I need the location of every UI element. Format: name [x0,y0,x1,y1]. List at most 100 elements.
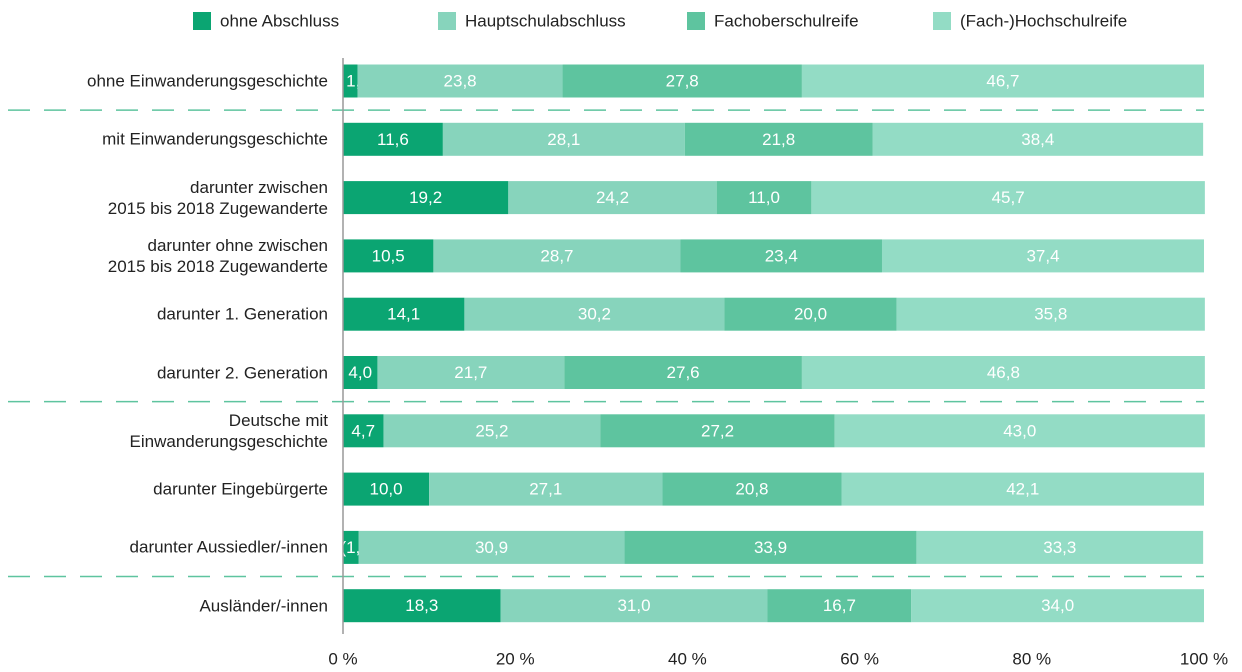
category-label: darunter Aussiedler/-innen [129,537,328,557]
x-tick-label: 0 % [328,649,357,668]
bar-segment [662,472,842,506]
x-tick-label: 60 % [840,649,879,668]
value-label: 28,7 [540,246,573,265]
category-label: darunter 1. Generation [156,304,328,324]
category-label: Ausländer/-innen [199,596,328,616]
value-label: 30,2 [578,305,611,324]
value-label: 10,0 [370,480,403,499]
value-label: 27,6 [667,363,700,382]
x-tick-label: 100 % [1180,649,1228,668]
value-label: 33,3 [1043,538,1076,557]
bar-segment [508,181,717,215]
bar-segment [357,64,563,98]
value-label: 35,8 [1034,305,1067,324]
value-label: 11,6 [377,130,409,149]
bar-segment [834,414,1205,448]
value-label: 20,8 [735,480,768,499]
value-label: 23,8 [444,71,477,90]
bar-segment [600,414,835,448]
value-label: 28,1 [547,130,580,149]
bar-segment [767,589,912,623]
bar-segment [896,297,1205,331]
bar-segment [343,64,358,98]
value-label: 4,7 [351,421,375,440]
bar-segment [429,472,663,506]
bar-segment [464,297,725,331]
bar-segment [377,356,565,389]
value-label: 25,2 [475,421,508,440]
bar-segment [343,472,430,506]
bar-segment [343,530,359,564]
legend-swatch [687,12,705,30]
value-label: 43,0 [1003,421,1036,440]
bar-segment [801,356,1205,389]
bar-segment [433,239,681,273]
bar-segment [562,64,802,98]
bar-segment [343,122,443,156]
bar-segment [911,589,1204,623]
value-label: 33,9 [754,538,787,557]
value-label: 16,7 [823,596,856,615]
value-label: 46,8 [987,363,1020,382]
legend-swatch [438,12,456,30]
value-label: 45,7 [992,188,1025,207]
legend-label: Fachoberschulreife [714,11,859,30]
bar-segment [841,472,1204,506]
bar-segment [343,181,509,215]
bar-segment [358,530,625,564]
category-label: Deutsche mit Einwanderungsgeschichte [129,410,328,451]
value-label: 10,5 [372,246,405,265]
bar-segment [881,239,1204,273]
bar-segment [343,414,384,448]
category-label: darunter zwischen 2015 bis 2018 Zugewand… [107,177,328,218]
x-tick-label: 40 % [668,649,707,668]
value-label: 24,2 [596,188,629,207]
legend-swatch [193,12,211,30]
value-label: 27,2 [701,421,734,440]
bar-segment [624,530,917,564]
value-label: 11,0 [748,188,780,207]
legend-swatch [933,12,951,30]
value-label: 27,1 [529,480,562,499]
value-label: 20,0 [794,305,827,324]
bar-segment [343,297,465,331]
value-label: 23,4 [765,246,798,265]
category-label: ohne Einwanderungsgeschichte [86,71,328,91]
bar-segment [724,297,897,331]
legend-label: Hauptschulabschluss [465,11,626,30]
bar-segment [343,589,501,623]
bar-segment [343,356,378,389]
bar-segment [680,239,882,273]
category-label: darunter ohne zwischen 2015 bis 2018 Zug… [107,235,328,276]
bar-segment [442,122,685,156]
value-label: 21,7 [454,363,487,382]
x-tick-label: 80 % [1012,649,1051,668]
category-label: darunter Eingebürgerte [153,479,328,499]
bar-segment [564,356,802,389]
value-label: 27,8 [666,71,699,90]
value-label: 19,2 [409,188,442,207]
bar-segment [343,239,434,273]
bar-segment [811,181,1205,215]
value-label: 31,0 [617,596,650,615]
value-label: 46,7 [986,71,1019,90]
value-label: 42,1 [1006,480,1039,499]
value-label: 37,4 [1026,246,1059,265]
value-label: 14,1 [387,305,420,324]
bar-segment [684,122,873,156]
bar-segment [801,64,1204,98]
bar-segment [916,530,1204,564]
value-label: 4,0 [348,363,372,382]
bar-segment [872,122,1204,156]
value-label: 38,4 [1021,130,1054,149]
category-label: darunter 2. Generation [156,363,328,382]
value-label: 30,9 [475,538,508,557]
bar-segment [716,181,812,215]
value-label: 34,0 [1041,596,1074,615]
value-label: 18,3 [405,596,438,615]
legend-label: ohne Abschluss [220,11,339,30]
bar-segment [500,589,768,623]
category-label: mit Einwanderungsgeschichte [102,129,328,149]
